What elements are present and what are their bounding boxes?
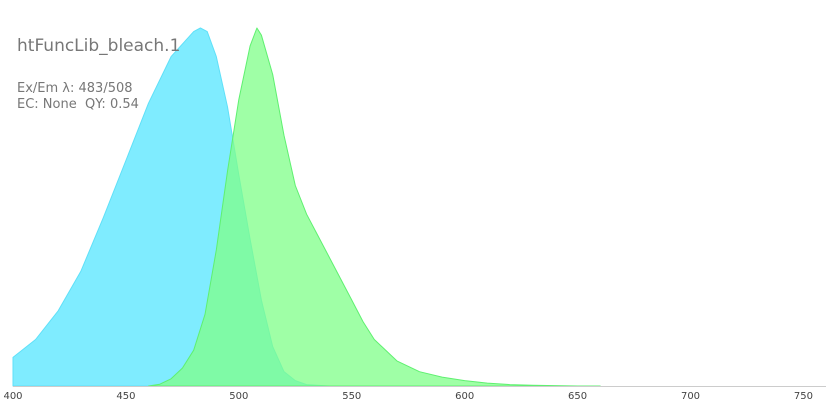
x-tick-label: 750 (794, 391, 813, 402)
x-tick-label: 600 (455, 391, 474, 402)
x-tick-label: 650 (568, 391, 587, 402)
chart-title: htFuncLib_bleach.1 (17, 36, 181, 56)
spectrum-areas (12, 27, 601, 387)
ex-em-wavelength-text: Ex/Em λ: 483/508 (17, 81, 133, 96)
x-tick-label: 500 (229, 391, 248, 402)
ec-qy-text: EC: None QY: 0.54 (17, 97, 139, 112)
emission-spectrum-area (148, 27, 601, 387)
x-tick-label: 400 (3, 391, 22, 402)
x-tick-label: 700 (681, 391, 700, 402)
x-axis-ticks: 400 450 500 550 600 650 700 750 (3, 391, 813, 402)
x-tick-label: 550 (342, 391, 361, 402)
x-tick-label: 450 (116, 391, 135, 402)
